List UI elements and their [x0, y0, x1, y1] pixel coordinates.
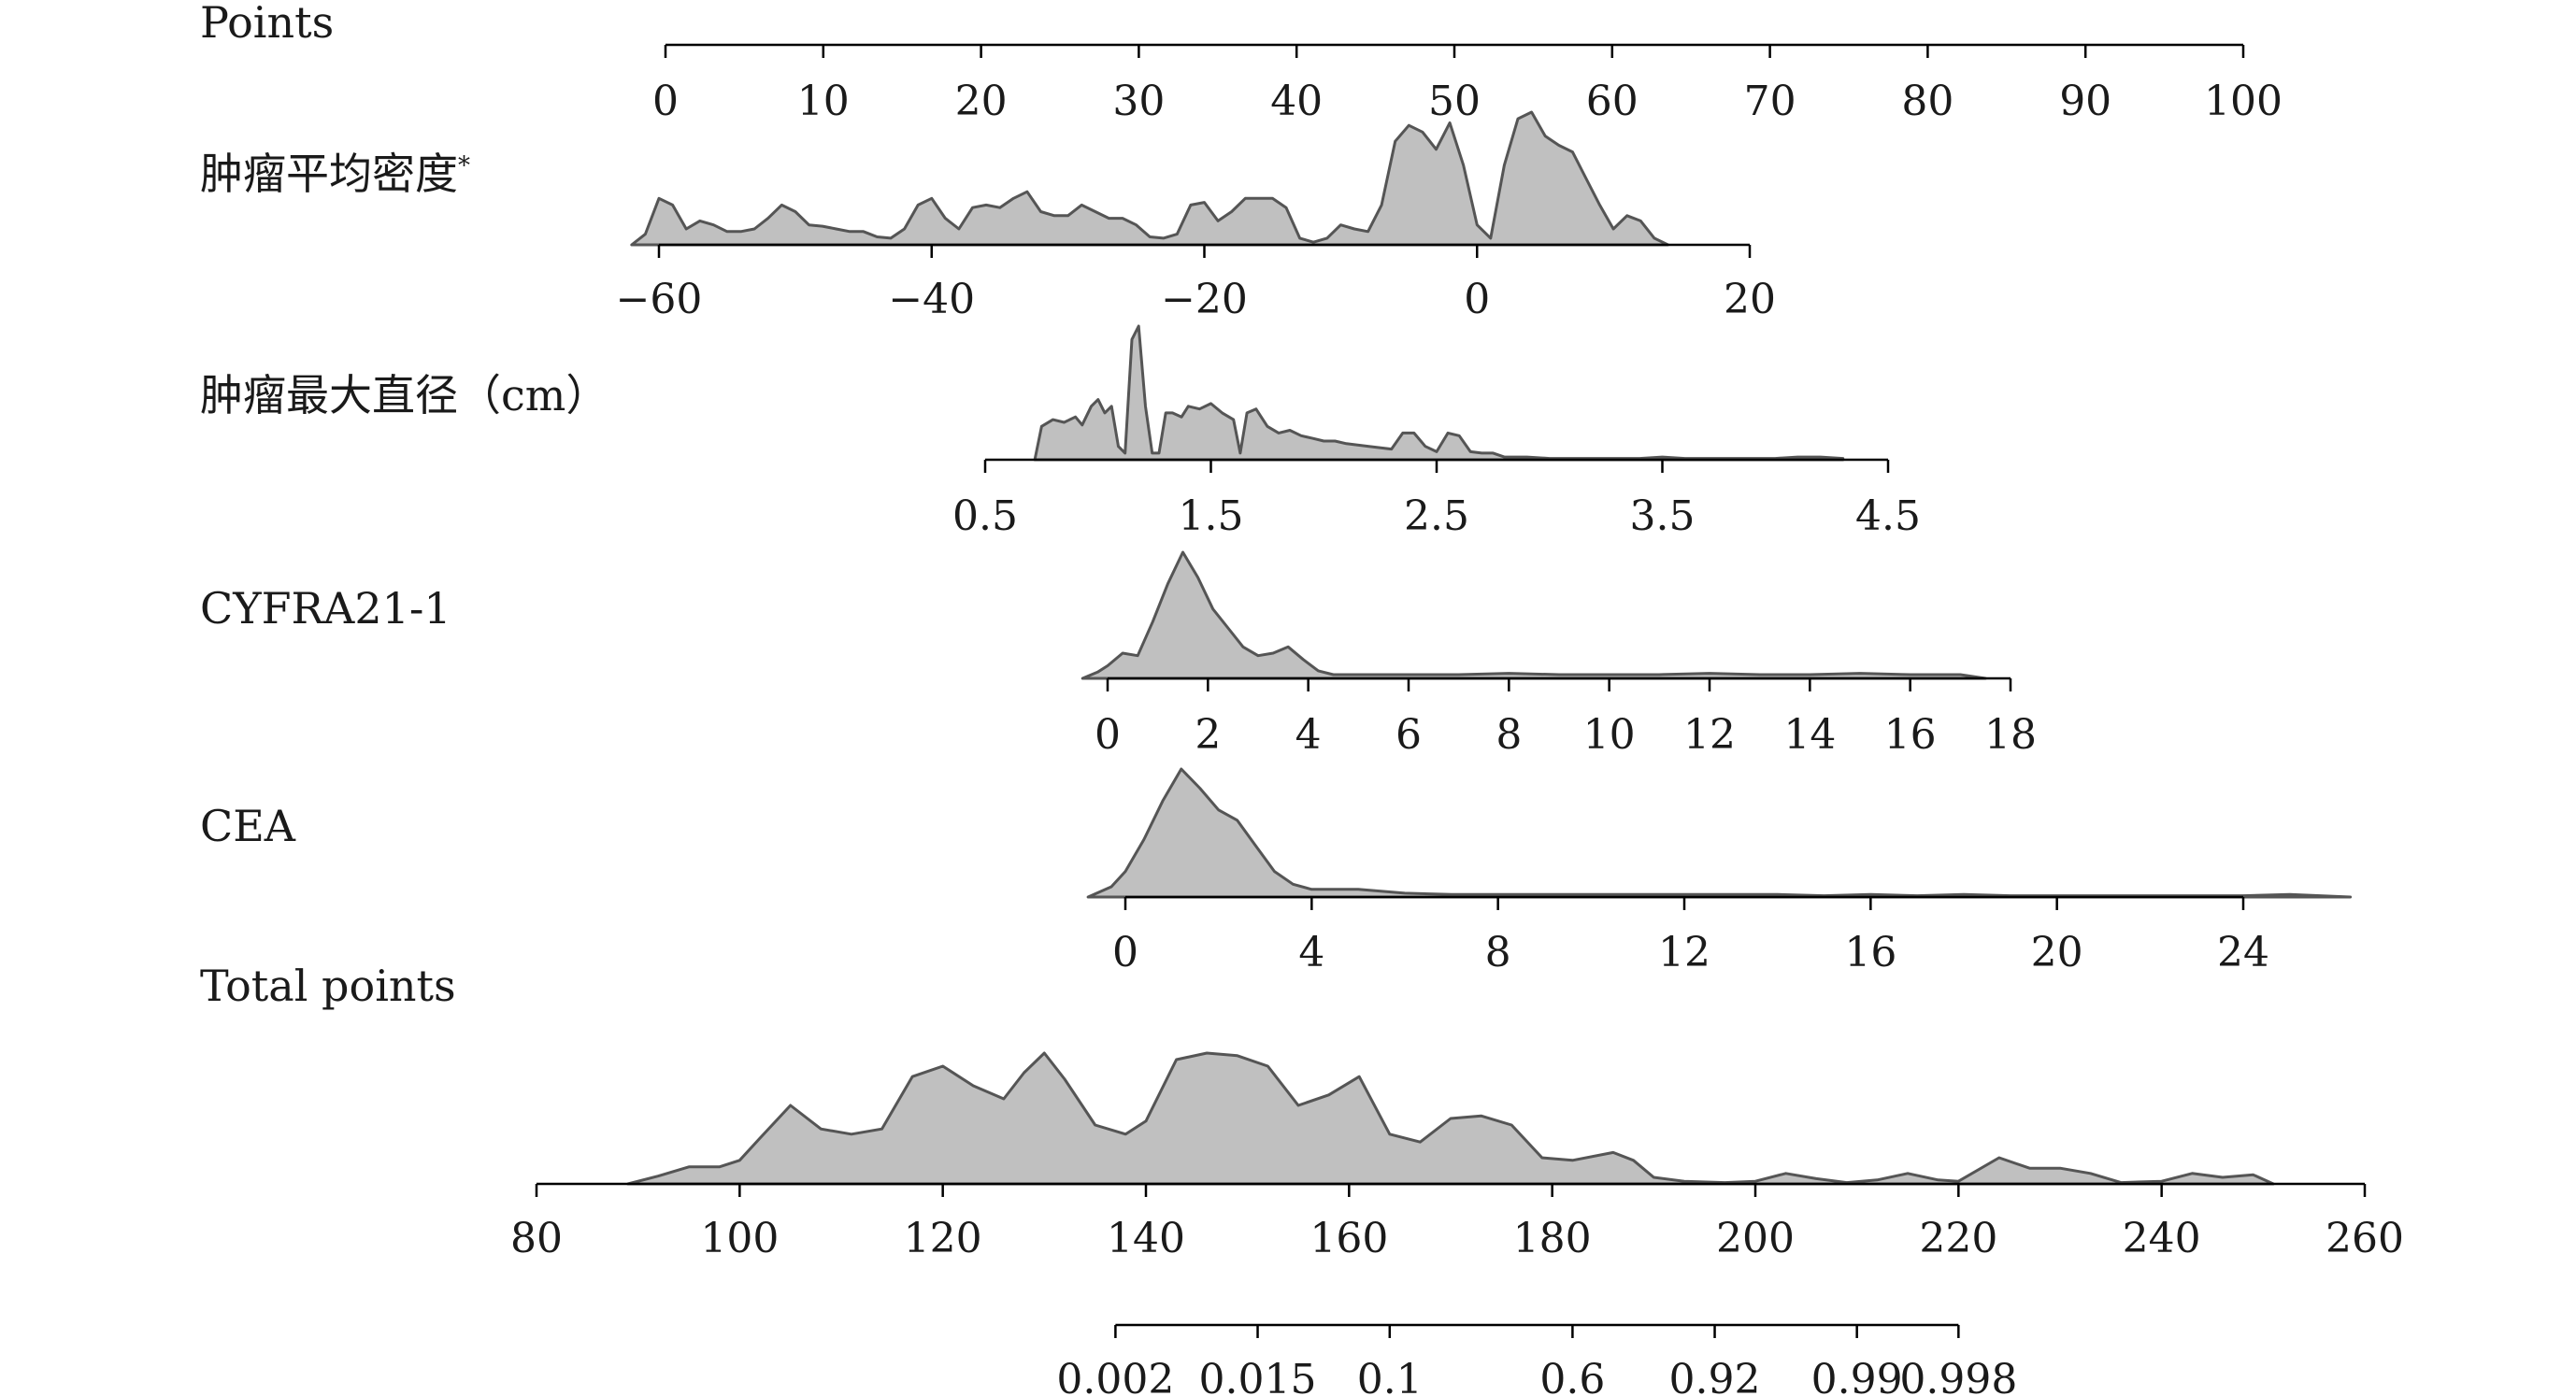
tick-label: 24: [2217, 929, 2269, 976]
tick-label: 0.1: [1357, 1356, 1423, 1396]
tick-label: −20: [1161, 276, 1248, 323]
tick-label: 8: [1485, 929, 1511, 976]
tick-label: 90: [2059, 78, 2111, 125]
tick-label: −40: [888, 276, 975, 323]
tick-label: 0.6: [1539, 1356, 1605, 1396]
tick-label: 60: [1586, 78, 1639, 125]
max-diameter-label: 肿瘤最大直径（cm）: [200, 370, 609, 420]
tick-label: 200: [1716, 1215, 1795, 1262]
tick-label: 180: [1513, 1215, 1592, 1262]
tick-label: 20: [1724, 276, 1776, 323]
tick-label: 30: [1112, 78, 1165, 125]
tick-label: 0: [652, 78, 679, 125]
tick-label: 50: [1428, 78, 1481, 125]
tick-label: 0.998: [1899, 1356, 2017, 1396]
row-2: 0.5 1.5 2.5 3.5 4.5: [952, 324, 1921, 540]
tick-label: 40: [1270, 78, 1323, 125]
tick-label: 6: [1395, 711, 1422, 759]
tick-label: 12: [1658, 929, 1710, 976]
row-5: 80 100 120 140 160 180 200 220 240 260: [510, 1051, 2404, 1262]
tick-label: 0.015: [1199, 1356, 1317, 1396]
tick-label: 240: [2123, 1215, 2201, 1262]
tick-label: 80: [510, 1215, 563, 1262]
tick-label: 20: [955, 78, 1008, 125]
row-1: −60 −40 −20 0 20: [616, 110, 1776, 323]
row-0: 0 10 20 30 40 50 60 70 80 90 100: [652, 43, 2283, 125]
tick-label: 2.5: [1404, 492, 1469, 540]
tick-label: 4: [1298, 929, 1324, 976]
density-ridge: [1080, 550, 1987, 680]
points-label: Points: [200, 0, 335, 48]
tick-label: 100: [2204, 78, 2283, 125]
tick-label: 70: [1744, 78, 1796, 125]
row-4: 0 4 8 12 16 20 24: [1086, 767, 2353, 976]
tick-label: 260: [2326, 1215, 2404, 1262]
probability-axis: 0.002 0.015 0.1 0.6 0.92 0.990.998: [1056, 1323, 2017, 1396]
tick-label: −60: [616, 276, 703, 323]
tick-label: 80: [1901, 78, 1953, 125]
cyfra-label: CYFRA21-1: [200, 583, 451, 634]
cea-label: CEA: [200, 801, 295, 851]
tick-label: 160: [1309, 1215, 1388, 1262]
tick-label: 18: [1984, 711, 2037, 759]
tick-label: 12: [1683, 711, 1736, 759]
tick-label: 140: [1107, 1215, 1185, 1262]
tick-label: 4.5: [1855, 492, 1921, 540]
mean-density-label: 肿瘤平均密度*: [200, 140, 470, 202]
tick-label: 0.92: [1669, 1356, 1761, 1396]
tick-label: 2: [1195, 711, 1221, 759]
total-points-label: Total points: [200, 961, 456, 1011]
tick-label: 16: [1844, 929, 1896, 976]
tick-label: 0: [1095, 711, 1121, 759]
density-ridge: [630, 110, 1669, 247]
tick-label: 4: [1295, 711, 1322, 759]
tick-label: 10: [1583, 711, 1636, 759]
tick-label: 0: [1464, 276, 1490, 323]
mean-density-name: 肿瘤平均密度: [200, 149, 458, 199]
density-ridge: [1086, 767, 2353, 899]
tick-label: 8: [1496, 711, 1522, 759]
tick-label: 0.002: [1056, 1356, 1174, 1396]
tick-label: 20: [2031, 929, 2083, 976]
mean-density-asterisk: *: [458, 151, 470, 180]
tick-label: 120: [904, 1215, 982, 1262]
tick-label: 1.5: [1179, 492, 1244, 540]
tick-label: 220: [1919, 1215, 1997, 1262]
tick-label: 14: [1783, 711, 1836, 759]
tick-label: 0.99: [1811, 1356, 1903, 1396]
row-3: 0 2 4 6 8 10 12 14 16 18: [1080, 550, 2037, 759]
tick-label: 0: [1112, 929, 1138, 976]
tick-label: 3.5: [1630, 492, 1696, 540]
tick-label: 100: [700, 1215, 779, 1262]
tick-label: 10: [797, 78, 850, 125]
tick-label: 0.5: [952, 492, 1018, 540]
density-ridge: [626, 1051, 2275, 1186]
density-ridge: [1033, 324, 1845, 462]
tick-label: 16: [1884, 711, 1937, 759]
